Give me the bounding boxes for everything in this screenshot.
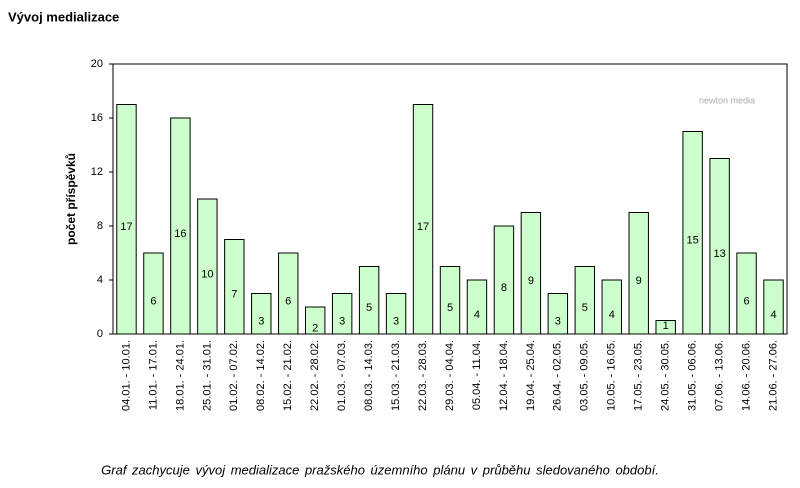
bar [331, 293, 353, 335]
bar [709, 158, 730, 335]
data-label: 9 [636, 275, 642, 287]
data-label: 5 [582, 302, 588, 314]
x-tick-label: 05.04. - 11.04. [471, 340, 483, 410]
bar [170, 117, 191, 335]
x-tick-label: 22.02. - 28.02. [309, 340, 321, 411]
bar [412, 104, 434, 335]
data-label: 8 [501, 282, 507, 294]
data-label: 5 [447, 302, 453, 314]
x-tick-label: 21.06. - 27.06. [767, 340, 779, 411]
y-tick-label: 4 [97, 274, 103, 286]
bar [358, 266, 380, 335]
chart-title: Vývoj medializace [8, 9, 119, 24]
bar [197, 198, 218, 335]
bar [574, 266, 596, 335]
data-label: 2 [312, 322, 318, 334]
x-tick-label: 24.05. - 30.05. [660, 340, 672, 411]
y-tick-label: 16 [91, 112, 103, 124]
bar [224, 239, 245, 335]
x-tick-label: 01.03. - 07.03. [336, 340, 348, 411]
data-label: 6 [285, 295, 291, 307]
bar [547, 293, 569, 335]
data-label: 16 [174, 228, 186, 240]
data-label: 17 [120, 221, 132, 233]
bar [278, 252, 299, 335]
logo: newton media [699, 95, 755, 105]
data-label: 10 [201, 268, 213, 280]
data-label: 4 [770, 309, 776, 321]
data-label: 3 [555, 316, 561, 328]
x-tick-label: 07.06. - 13.06. [714, 340, 726, 411]
bar [116, 104, 137, 335]
data-label: 3 [393, 316, 399, 328]
data-label: 3 [258, 316, 264, 328]
bar [601, 279, 622, 335]
bar [439, 266, 461, 335]
data-label: 7 [231, 289, 237, 301]
bar [466, 279, 488, 335]
data-label: 6 [150, 295, 156, 307]
x-tick-label: 25.01. - 31.01. [201, 340, 213, 411]
x-tick-label: 18.01. - 24.01. [174, 340, 186, 411]
data-label: 1 [663, 320, 669, 332]
bar [304, 306, 326, 335]
data-label: 3 [339, 316, 345, 328]
x-tick-label: 29.03. - 04.04. [444, 340, 456, 411]
data-label: 9 [528, 275, 534, 287]
x-tick-label: 03.05. - 09.05. [579, 340, 591, 411]
x-tick-label: 08.03. - 14.03. [363, 340, 375, 411]
y-axis-label: počet příspěvků [64, 153, 78, 245]
x-tick-label: 10.05. - 16.05. [606, 340, 618, 411]
x-tick-label: 15.03. - 21.03. [390, 340, 402, 411]
y-tick-label: 12 [91, 166, 103, 178]
data-label: 4 [474, 309, 480, 321]
bar [628, 212, 649, 335]
data-label: 6 [743, 295, 749, 307]
x-tick-label: 26.04. - 02.05. [552, 340, 564, 411]
x-tick-label: 01.02. - 07.02. [228, 340, 240, 411]
data-label: 15 [687, 235, 699, 247]
data-label: 5 [366, 302, 372, 314]
x-tick-label: 14.06. - 20.06. [740, 340, 752, 411]
x-tick-label: 31.05. - 06.06. [687, 340, 699, 411]
bar [493, 225, 515, 335]
y-tick-label: 20 [91, 58, 103, 70]
x-tick-label: 19.04. - 25.04. [525, 340, 537, 411]
x-tick-label: 15.02. - 21.02. [282, 340, 294, 411]
x-tick-label: 04.01. - 10.01. [120, 340, 132, 411]
data-label: 13 [713, 248, 725, 260]
x-tick-label: 12.04. - 18.04. [498, 340, 510, 411]
data-label: 17 [417, 221, 429, 233]
x-tick-label: 08.02. - 14.02. [255, 340, 267, 411]
y-tick-label: 0 [97, 328, 103, 340]
bar [143, 252, 164, 335]
bar [251, 293, 272, 335]
bar [736, 252, 757, 335]
bar [682, 131, 703, 335]
bar [385, 293, 407, 335]
bar [655, 320, 676, 335]
x-tick-label: 17.05. - 23.05. [633, 340, 645, 411]
x-tick-label: 11.01. - 17.01. [147, 340, 159, 410]
caption: Graf zachycuje vývoj medializace pražské… [101, 462, 659, 477]
data-label: 4 [609, 309, 615, 321]
bar [763, 279, 784, 335]
y-tick-label: 8 [97, 220, 103, 232]
bar [520, 212, 542, 335]
x-tick-label: 22.03. - 28.03. [417, 340, 429, 411]
